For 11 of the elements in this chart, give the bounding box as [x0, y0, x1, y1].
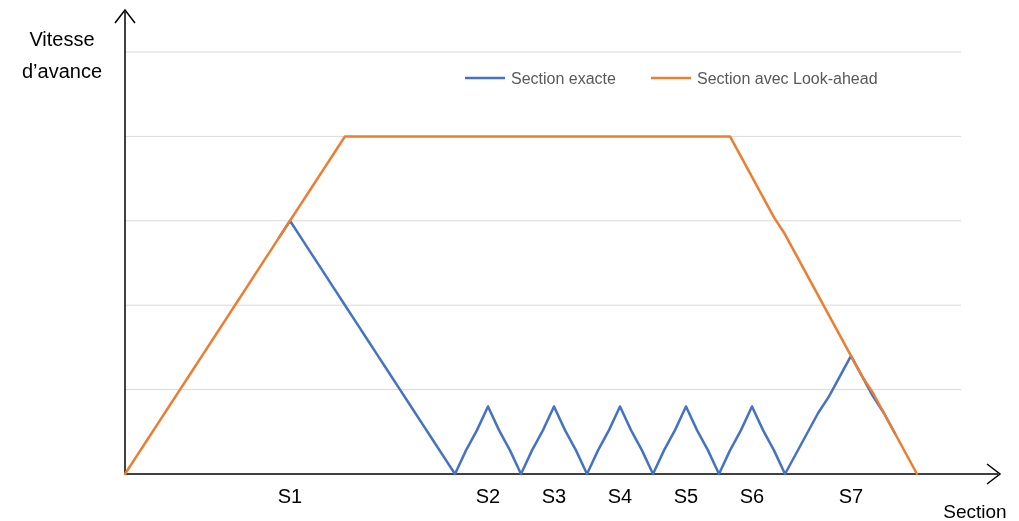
x-tick-label: S5 [673, 485, 699, 507]
x-tick-label: S1 [277, 485, 303, 507]
x-tick-label: S6 [739, 485, 765, 507]
x-axis-title: Section [943, 501, 1007, 521]
y-axis-title: Vitesse d’avance [21, 28, 103, 82]
legend-label: Section avec Look-ahead [696, 70, 878, 87]
x-tick-label: S3 [541, 485, 567, 507]
legend-label: Section exacte [511, 70, 617, 87]
x-tick-label: S7 [838, 485, 864, 507]
x-tick-label: S2 [475, 485, 501, 507]
x-tick-label: S4 [607, 485, 633, 507]
